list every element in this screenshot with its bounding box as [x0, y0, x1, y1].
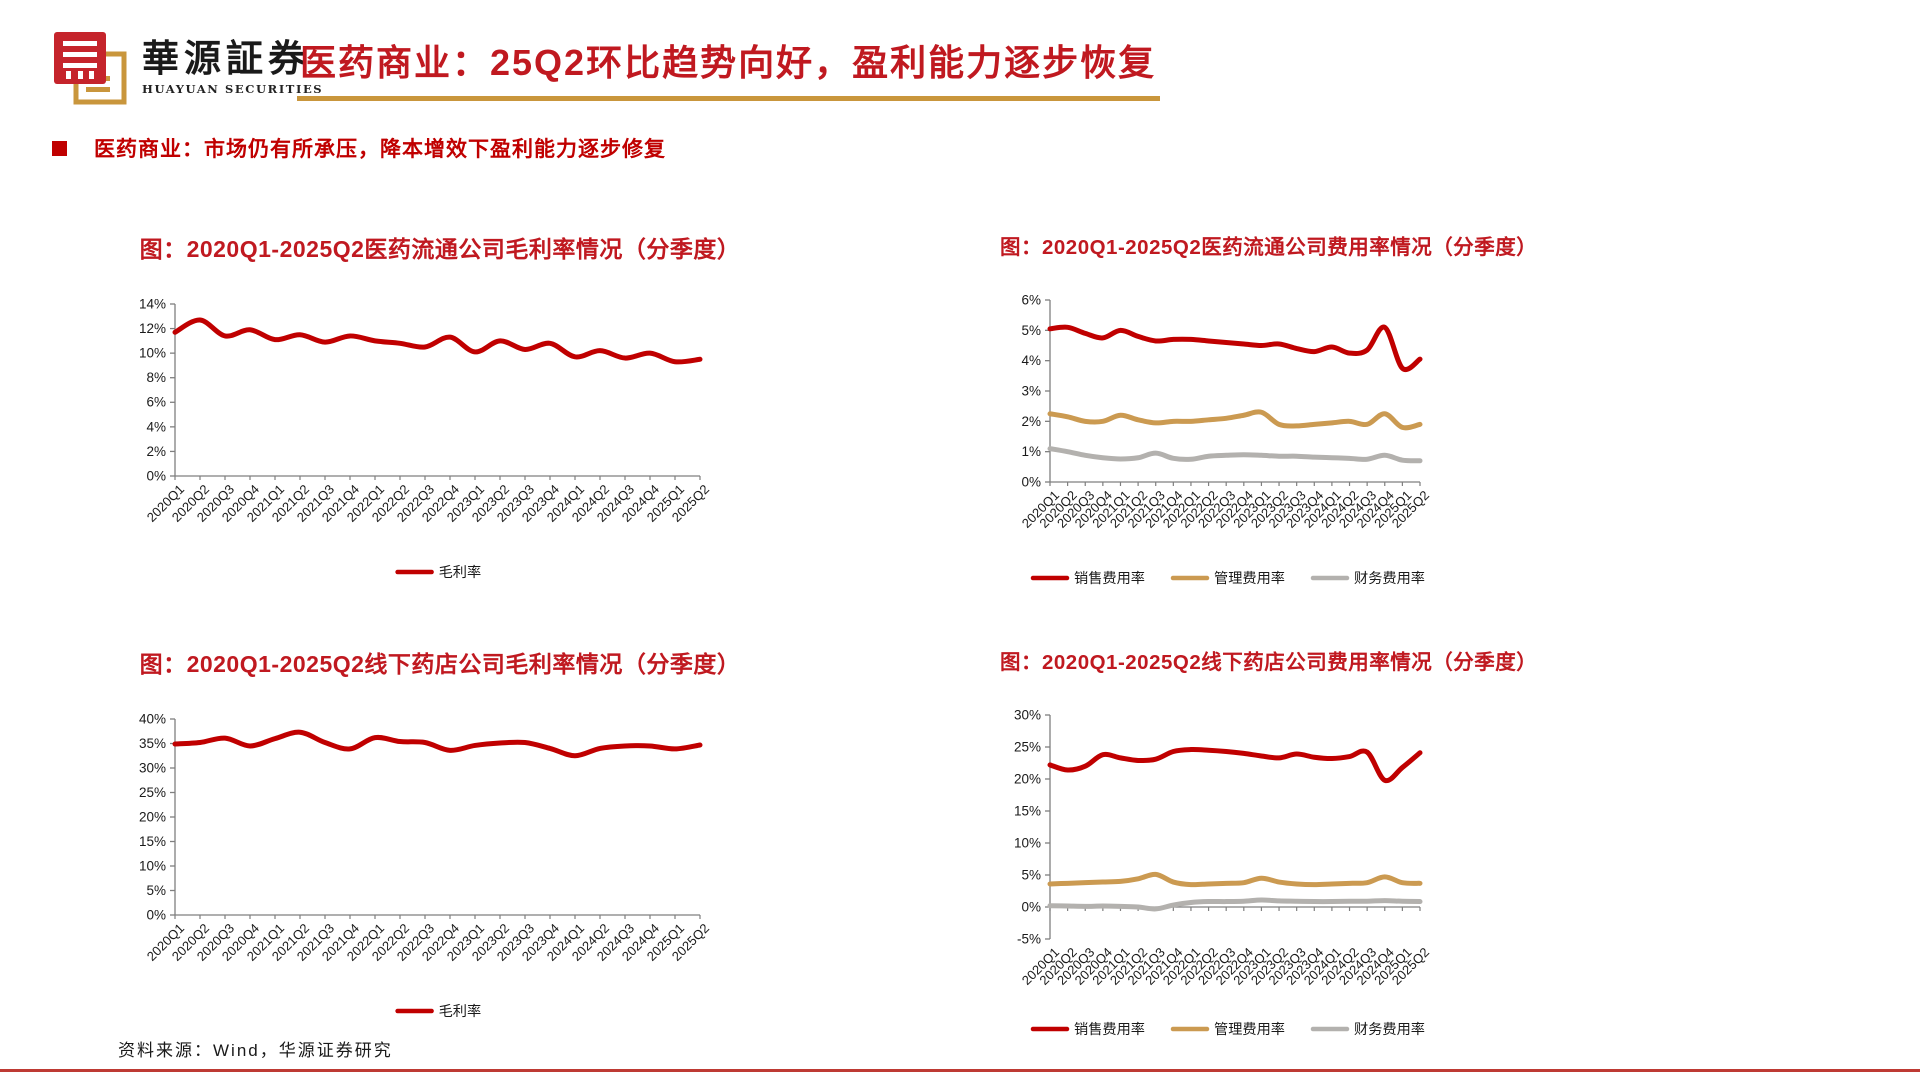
y-tick-label: 2%: [146, 444, 166, 459]
legend-item: 管理费用率: [1170, 570, 1285, 587]
y-tick-label: 15%: [139, 834, 166, 849]
legend-label: 销售费用率: [1074, 1021, 1145, 1038]
y-tick-label: 5%: [1021, 867, 1041, 882]
y-tick-label: 15%: [1014, 803, 1041, 818]
y-tick-label: 0%: [1021, 899, 1041, 914]
y-tick-label: 10%: [139, 858, 166, 873]
y-tick-label: 5%: [146, 883, 166, 898]
logo-text: 華源証券 HUAYUAN SECURITIES: [142, 30, 323, 96]
legend-item: 管理费用率: [1170, 1021, 1285, 1038]
chart-distribution-expense-ratios: 图：2020Q1-2025Q2医药流通公司费用率情况（分季度） 0% 1% 2% 3%…: [1000, 230, 1538, 592]
chart-pharmacy-gross-margin: 图：2020Q1-2025Q2线下药店公司毛利率情况（分季度） 0% 5% 10% 1…: [115, 645, 765, 1025]
legend-item: 毛利率: [395, 564, 482, 581]
bullet-row: 医药商业：市场仍有所承压，降本增效下盈利能力逐步修复: [52, 133, 666, 163]
y-tick-label: 0%: [146, 468, 166, 483]
y-tick-label: 4%: [146, 419, 166, 434]
series-line-毛利率: [172, 317, 703, 365]
series-line-管理费用率: [1047, 871, 1423, 888]
y-tick-label: 40%: [139, 711, 166, 726]
y-tick-label: 6%: [1021, 292, 1041, 307]
bottom-rule: [0, 1069, 1920, 1072]
series-line-销售费用率: [1047, 747, 1423, 784]
legend-label: 毛利率: [439, 564, 482, 581]
chart-title: 图：2020Q1-2025Q2医药流通公司费用率情况（分季度）: [1000, 236, 1538, 259]
y-tick-label: 3%: [1021, 383, 1041, 398]
title-underline: [297, 96, 1160, 101]
legend-item: 销售费用率: [1030, 1021, 1145, 1038]
y-tick-label: 14%: [139, 296, 166, 311]
chart-title: 图：2020Q1-2025Q2线下药店公司费用率情况（分季度）: [1000, 651, 1538, 674]
chart-canvas: 0%5%10%15%20%25%30%35%40%2020Q12020Q2202…: [139, 711, 712, 1020]
y-tick-label: 6%: [146, 395, 166, 410]
y-tick-label: 20%: [139, 809, 166, 824]
y-tick-label: 5%: [1021, 323, 1041, 338]
page-title: 医药商业：25Q2环比趋势向好，盈利能力逐步恢复: [300, 42, 1157, 83]
legend-item: 财务费用率: [1310, 1021, 1425, 1038]
legend-label: 毛利率: [439, 1003, 482, 1020]
legend-label: 管理费用率: [1214, 570, 1285, 587]
legend-item: 销售费用率: [1030, 570, 1145, 587]
chart-canvas: -5%0%5%10%15%20%25%30%2020Q12020Q22020Q3…: [1014, 707, 1432, 1038]
chart-pharmacy-expense-ratios: 图：2020Q1-2025Q2线下药店公司费用率情况（分季度） -5% 0% 5% 1…: [1000, 645, 1538, 1043]
bullet-text: 医药商业：市场仍有所承压，降本增效下盈利能力逐步修复: [94, 138, 666, 161]
chart-canvas: 0%1%2%3%4%5%6%2020Q12020Q22020Q32020Q420…: [1019, 292, 1432, 587]
series-line-财务费用率: [1047, 897, 1423, 912]
bullet-square-icon: [52, 140, 67, 156]
legend-label: 财务费用率: [1354, 570, 1425, 587]
series-line-毛利率: [172, 729, 703, 759]
chart-title: 图：2020Q1-2025Q2线下药店公司毛利率情况（分季度）: [139, 651, 741, 677]
logo-seal-icon: [54, 32, 127, 105]
source-note: 资料来源：Wind，华源证券研究: [118, 1041, 393, 1060]
chart-title: 图：2020Q1-2025Q2医药流通公司毛利率情况（分季度）: [139, 236, 741, 262]
logo: 華源証券 HUAYUAN SECURITIES: [52, 30, 323, 106]
y-tick-label: 25%: [1014, 739, 1041, 754]
legend-item: 毛利率: [395, 1003, 482, 1020]
y-tick-label: 1%: [1021, 444, 1041, 459]
legend-item: 财务费用率: [1310, 570, 1425, 587]
series-line-管理费用率: [1047, 409, 1423, 431]
y-tick-label: 20%: [1014, 771, 1041, 786]
y-tick-label: 8%: [146, 370, 166, 385]
y-tick-label: 4%: [1021, 353, 1041, 368]
y-tick-label: 30%: [139, 760, 166, 775]
y-tick-label: 2%: [1021, 414, 1041, 429]
y-tick-label: 12%: [139, 321, 166, 336]
y-tick-label: -5%: [1017, 931, 1041, 946]
chart-distribution-gross-margin: 图：2020Q1-2025Q2医药流通公司毛利率情况（分季度） 0% 2% 4% 6%…: [115, 230, 765, 586]
y-tick-label: 25%: [139, 785, 166, 800]
series-line-销售费用率: [1047, 324, 1423, 372]
legend-label: 销售费用率: [1074, 570, 1145, 587]
y-tick-label: 35%: [139, 736, 166, 751]
y-tick-label: 10%: [1014, 835, 1041, 850]
y-tick-label: 10%: [139, 346, 166, 361]
logo-name-cn: 華源証券: [142, 36, 310, 80]
y-tick-label: 0%: [1021, 474, 1041, 489]
y-tick-label: 30%: [1014, 707, 1041, 722]
series-line-财务费用率: [1047, 446, 1423, 464]
chart-canvas: 0%2%4%6%8%10%12%14%2020Q12020Q22020Q3202…: [139, 296, 712, 581]
legend-label: 管理费用率: [1214, 1021, 1285, 1038]
legend-label: 财务费用率: [1354, 1021, 1425, 1038]
logo-name-en: HUAYUAN SECURITIES: [142, 81, 324, 96]
y-tick-label: 0%: [146, 907, 166, 922]
